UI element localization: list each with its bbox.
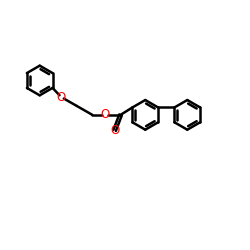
Text: O: O [100, 108, 109, 121]
Text: O: O [110, 124, 119, 137]
Text: O: O [56, 90, 66, 104]
